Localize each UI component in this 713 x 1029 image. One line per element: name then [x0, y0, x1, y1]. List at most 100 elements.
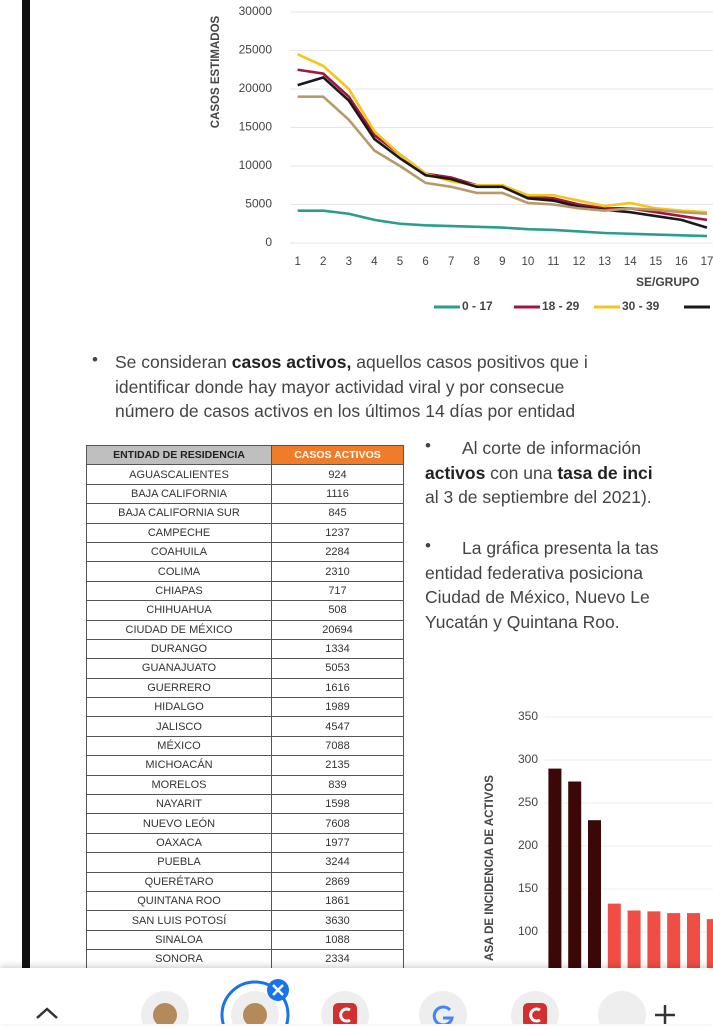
cases-cell: 717	[271, 580, 404, 602]
x-axis-label: SE/GRUPO	[636, 275, 699, 289]
table-row: CAMPECHE 1237	[86, 522, 404, 543]
y-tick-label: 10000	[239, 158, 273, 172]
cases-cell: 5053	[271, 658, 404, 679]
x-tick-label: 2	[320, 256, 326, 268]
text-line: Yucatán y Quintana Roo.	[425, 610, 620, 635]
x-tick-label: 5	[397, 256, 403, 268]
state-cell: BAJA CALIFORNIA	[86, 483, 272, 505]
text-line: identificar donde hay mayor actividad vi…	[115, 375, 564, 400]
chevron-up[interactable]	[36, 1007, 58, 1019]
bold-text: activos	[425, 462, 486, 483]
bullet-dot: •	[425, 536, 431, 555]
text: Ciudad de México, Nuevo Le	[425, 587, 650, 607]
table-header: ENTIDAD DE RESIDENCIA CASOS ACTIVOS	[86, 444, 404, 466]
y-tick-label: 25000	[239, 43, 273, 57]
y-tick-label: 5000	[245, 197, 272, 211]
x-tick-label: 9	[499, 256, 505, 268]
y-tick-label: 150	[518, 881, 538, 895]
state-cell: NUEVO LEÓN	[86, 813, 272, 834]
table-row: CHIHUAHUA 508	[86, 600, 404, 621]
series-line	[297, 68, 708, 222]
text: aquellos casos positivos que i	[351, 352, 588, 372]
cases-cell: 7608	[271, 813, 404, 834]
cases-cell: 1334	[271, 638, 404, 660]
series-line	[297, 75, 708, 229]
table-row: SONORA 2334	[86, 949, 404, 970]
state-cell: HIDALGO	[86, 697, 272, 718]
state-cell: MORELOS	[86, 774, 272, 796]
state-cell: DURANGO	[86, 638, 272, 660]
table-row: OAXACA 1977	[86, 832, 404, 854]
cases-cell: 3244	[271, 852, 404, 873]
state-cell: GUANAJUATO	[86, 658, 272, 679]
y-tick-label: 15000	[239, 120, 273, 134]
header-cell: ENTIDAD DE RESIDENCIA	[86, 444, 272, 466]
bold-text: tasa de inci	[557, 462, 653, 483]
text: Yucatán y Quintana Roo.	[425, 611, 620, 632]
state-cell: NAYARIT	[86, 794, 272, 815]
x-tick-label: 7	[448, 256, 454, 268]
text-line: entidad federativa posiciona	[425, 561, 643, 586]
cases-cell: 924	[271, 464, 404, 485]
state-cell: CIUDAD DE MÉXICO	[86, 619, 272, 640]
x-tick-label: 6	[422, 256, 428, 268]
new-tab[interactable]	[655, 1005, 675, 1025]
table-row: JALISCO 4547	[86, 716, 404, 737]
table-row: MICHOACÁN 2135	[86, 755, 404, 776]
tab-icons	[36, 979, 675, 1029]
y-tick-label: 350	[518, 709, 538, 723]
page-edge	[22, 0, 30, 968]
state-cell: QUINTANA ROO	[86, 890, 272, 912]
cases-cell: 508	[271, 600, 404, 621]
y-tick-label: 0	[265, 235, 272, 249]
bold-text: casos activos,	[231, 352, 352, 372]
state-cell: COLIMA	[86, 561, 272, 582]
tab[interactable]	[511, 991, 559, 1029]
tab-selected[interactable]	[220, 979, 290, 1029]
cases-cell: 839	[271, 774, 404, 796]
x-tick-label: 3	[346, 256, 352, 268]
cases-cell: 1616	[271, 677, 404, 699]
legend-label: 30 - 39	[622, 299, 660, 313]
legend-label: 18 - 29	[542, 299, 580, 313]
cases-cell: 2310	[271, 561, 404, 582]
tab[interactable]	[598, 991, 646, 1029]
tab[interactable]	[321, 991, 369, 1029]
text-line: número de casos activos en los últimos 1…	[115, 399, 575, 424]
table-row: NUEVO LEÓN 7608	[86, 813, 404, 834]
state-cell: MICHOACÁN	[86, 755, 272, 776]
text: Se consideran	[115, 352, 232, 372]
table-row: GUERRERO 1616	[86, 677, 404, 699]
state-cell: CHIAPAS	[86, 580, 272, 602]
cases-cell: 2284	[271, 541, 404, 563]
state-cell: QUERÉTARO	[86, 871, 272, 892]
tab[interactable]	[141, 991, 189, 1029]
state-cell: SAN LUIS POTOSÍ	[86, 910, 272, 931]
tab[interactable]	[419, 991, 467, 1029]
y-tick-label: 200	[518, 838, 538, 852]
table-row: NAYARIT 1598	[86, 794, 404, 815]
cases-cell: 1237	[271, 522, 404, 543]
table-row: QUERÉTARO 2869	[86, 871, 404, 892]
x-tick-label: 14	[624, 256, 637, 268]
state-cell: OAXACA	[86, 832, 272, 854]
x-tick-label: 11	[548, 256, 560, 268]
state-cell: PUEBLA	[86, 852, 272, 873]
x-tick-label: 17	[701, 256, 713, 268]
bullet-dot: •	[425, 436, 431, 455]
table-row: QUINTANA ROO 1861	[86, 890, 404, 912]
table-row: MÉXICO 7088	[86, 735, 404, 757]
text: entidad federativa posiciona	[425, 562, 643, 583]
bar	[568, 781, 582, 1018]
state-cell: AGUASCALIENTES	[86, 464, 272, 485]
state-cell: COAHUILA	[86, 541, 272, 563]
cases-cell: 1977	[271, 832, 404, 854]
cases-cell: 2135	[271, 755, 404, 776]
table-row: GUANAJUATO 5053	[86, 658, 404, 679]
header-cell: CASOS ACTIVOS	[271, 444, 404, 466]
table-row: SAN LUIS POTOSÍ 3630	[86, 910, 404, 931]
table-row: SINALOA 1088	[86, 929, 404, 951]
table-row: MORELOS 839	[86, 774, 404, 796]
text-line: Al corte de información	[462, 436, 641, 461]
